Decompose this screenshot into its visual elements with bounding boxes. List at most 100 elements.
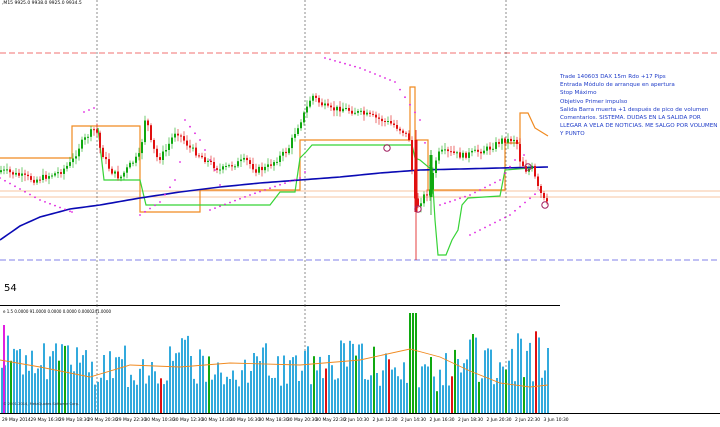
candle-body bbox=[141, 142, 143, 154]
candle-body bbox=[24, 173, 26, 175]
volume-bar bbox=[58, 360, 60, 413]
candle-body bbox=[303, 112, 305, 123]
volume-bar bbox=[325, 368, 327, 413]
candle-body bbox=[117, 171, 119, 179]
volume-bar bbox=[31, 350, 33, 413]
annotation-line: Entrada Módulo de arranque en apertura bbox=[560, 82, 675, 89]
volume-bar bbox=[199, 349, 201, 413]
volume-bar bbox=[412, 313, 414, 413]
candle-body bbox=[405, 132, 407, 134]
volume-bar bbox=[289, 360, 291, 413]
volume-bar bbox=[460, 372, 462, 413]
volume-bar bbox=[502, 366, 504, 413]
time-axis-label: 29 May 16:30 bbox=[30, 418, 61, 423]
volume-bar bbox=[115, 357, 117, 413]
psar-dot bbox=[274, 185, 276, 188]
volume-bar bbox=[472, 334, 474, 413]
candle-body bbox=[375, 114, 377, 118]
volume-bar bbox=[112, 378, 114, 413]
candle-body bbox=[312, 95, 314, 101]
volume-bar bbox=[211, 379, 213, 413]
time-axis-label: 29 May 22:30 bbox=[116, 418, 147, 423]
psar-dot bbox=[509, 214, 511, 216]
psar-dot bbox=[514, 209, 516, 212]
candle-body bbox=[378, 117, 380, 119]
candle-body bbox=[447, 149, 449, 152]
candle-body bbox=[318, 97, 320, 103]
candle-body bbox=[459, 152, 461, 158]
volume-bar bbox=[49, 356, 51, 413]
psar-dot bbox=[409, 103, 411, 106]
volume-bar bbox=[379, 385, 381, 413]
time-axis-label: 2 Jun 12:30 bbox=[372, 418, 398, 423]
volume-bar bbox=[214, 374, 216, 413]
psar-dot bbox=[514, 159, 516, 161]
volume-indicator-header: e 1.5 0.0000 91.0000 0.0000 0.0000 0.000… bbox=[3, 309, 112, 314]
candle-body bbox=[72, 158, 74, 163]
volume-bar bbox=[157, 383, 159, 413]
candle-body bbox=[354, 112, 356, 114]
volume-bar bbox=[43, 343, 45, 413]
volume-bar bbox=[28, 370, 30, 413]
psar-dot bbox=[299, 177, 301, 179]
psar-dot bbox=[64, 208, 66, 211]
volume-bar bbox=[238, 386, 240, 413]
psar-dot bbox=[384, 77, 386, 79]
candle-body bbox=[243, 157, 245, 160]
psar-dot bbox=[209, 209, 211, 211]
time-axis: 29 May 2014 29 May 16:30 29 May 18:30 29 Ma… bbox=[0, 413, 720, 427]
volume-bar bbox=[403, 362, 405, 413]
candle-body bbox=[147, 120, 149, 126]
volume-bar bbox=[367, 379, 369, 413]
volume-bar bbox=[10, 360, 12, 413]
candle-body bbox=[540, 186, 542, 193]
candle-body bbox=[63, 168, 65, 174]
candle-body bbox=[51, 175, 53, 177]
annotation-line: Trade 140603 DAX 15m Rdo +17 Pips bbox=[560, 74, 666, 80]
volume-bar bbox=[490, 349, 492, 413]
candle-body bbox=[174, 133, 176, 138]
volume-bar bbox=[232, 370, 234, 413]
time-axis-label: 29 May 2014 bbox=[2, 418, 31, 423]
volume-bar bbox=[70, 364, 72, 413]
volume-bar bbox=[256, 356, 258, 413]
volume-bar bbox=[487, 348, 489, 413]
volume-bar bbox=[406, 382, 408, 413]
candle-body bbox=[393, 123, 395, 125]
volume-bar bbox=[349, 340, 351, 413]
volume-bar bbox=[544, 370, 546, 413]
psar-dot bbox=[509, 165, 511, 168]
price-chart[interactable] bbox=[0, 0, 720, 305]
volume-bar bbox=[235, 379, 237, 413]
volume-bar bbox=[172, 360, 174, 413]
psar-dot bbox=[484, 186, 486, 189]
candle-body bbox=[219, 169, 221, 171]
candle-body bbox=[279, 155, 281, 162]
psar-dot bbox=[404, 96, 406, 99]
psar-dot bbox=[339, 61, 341, 64]
psar-dot bbox=[499, 219, 501, 221]
psar-dot bbox=[329, 58, 331, 61]
candle-body bbox=[258, 166, 260, 173]
candle-body bbox=[87, 136, 89, 138]
candle-body bbox=[171, 137, 173, 144]
psar-dot bbox=[279, 183, 281, 186]
candle-body bbox=[27, 174, 29, 177]
volume-bar bbox=[493, 384, 495, 413]
volume-bar bbox=[280, 385, 282, 413]
psar-dot bbox=[504, 172, 506, 175]
candle-body bbox=[3, 169, 5, 171]
candle-body bbox=[216, 168, 218, 170]
psar-dot bbox=[209, 159, 211, 161]
psar-dot bbox=[184, 119, 186, 121]
psar-dot bbox=[88, 109, 90, 111]
candle-body bbox=[315, 95, 317, 98]
candle-body bbox=[351, 110, 353, 114]
volume-bar bbox=[448, 385, 450, 413]
volume-chart[interactable] bbox=[0, 305, 720, 413]
volume-bar bbox=[136, 384, 138, 413]
candle-body bbox=[75, 156, 77, 159]
volume-bar bbox=[424, 364, 426, 413]
volume-bar bbox=[163, 384, 165, 413]
psar-dot bbox=[229, 201, 231, 204]
